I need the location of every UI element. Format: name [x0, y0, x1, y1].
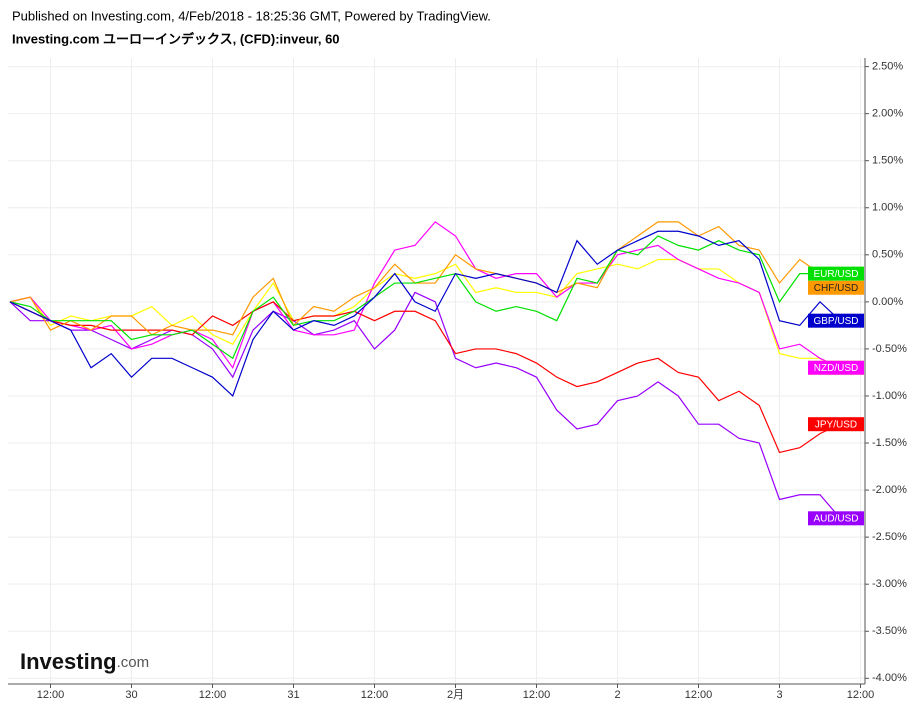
x-tick-label: 30	[125, 689, 137, 701]
x-tick-label: 2	[614, 689, 620, 701]
series-line	[9, 301, 841, 454]
series-line	[9, 230, 841, 398]
y-tick-label: -0.50%	[872, 343, 907, 355]
series-label-box	[808, 266, 864, 281]
series-labels: AUD/USD NZD/USD JPY/USD CHF/USD EUR/USD GBP/U…	[808, 266, 864, 526]
x-tick-label: 2月	[447, 689, 464, 701]
series-label-box	[808, 360, 864, 375]
watermark-brand: Investing.com	[20, 649, 149, 674]
series-label-box	[808, 280, 864, 295]
series-label: NZD/USD	[814, 363, 858, 374]
y-tick-label: -1.00%	[872, 390, 907, 402]
x-tick-label: 12:00	[361, 689, 389, 701]
y-tick-label: -3.00%	[872, 578, 907, 590]
y-tick-label: 0.00%	[872, 296, 903, 308]
chart-title: Published on Investing.com, 4/Feb/2018 -…	[12, 8, 491, 23]
x-tick-label: 12:00	[685, 689, 713, 701]
x-tick-label: 3	[776, 689, 782, 701]
y-tick-label: -1.50%	[872, 437, 907, 449]
chart-subtitle: Investing.com ユーローインデックス, (CFD):inveur, …	[12, 31, 340, 46]
series-line	[9, 291, 841, 519]
x-tick-label: 12:00	[847, 689, 875, 701]
series-label-box	[808, 313, 864, 328]
series-label-box	[808, 511, 864, 526]
series-label-box	[808, 417, 864, 432]
y-tick-label: -4.00%	[872, 672, 907, 684]
x-tick-label: 12:00	[199, 689, 227, 701]
y-tick-label: 1.50%	[872, 155, 903, 167]
series-label: EUR/USD	[813, 269, 858, 280]
series-line	[9, 235, 841, 360]
y-tick-label: -2.00%	[872, 484, 907, 496]
series-line	[9, 221, 841, 336]
series-line	[9, 221, 841, 370]
series-label: JPY/USD	[815, 419, 857, 430]
series-label: GBP/USD	[813, 316, 858, 327]
lines	[9, 221, 841, 519]
watermark-brand-text: Investing	[20, 649, 117, 674]
y-tick-label: 1.00%	[872, 202, 903, 214]
y-tick-label: 2.50%	[872, 60, 903, 72]
y-tick-label: -3.50%	[872, 625, 907, 637]
watermark-suffix: .com	[117, 654, 150, 671]
y-tick-label: 2.00%	[872, 108, 903, 120]
x-tick-label: 12:00	[37, 689, 65, 701]
x-tick-label: 31	[287, 689, 299, 701]
series-label: CHF/USD	[814, 283, 858, 294]
y-tick-label: 0.50%	[872, 249, 903, 261]
y-tick-label: -2.50%	[872, 531, 907, 543]
x-tick-label: 12:00	[523, 689, 551, 701]
series-line	[9, 258, 841, 369]
grid	[8, 58, 865, 683]
series-label: AUD/USD	[813, 513, 858, 524]
